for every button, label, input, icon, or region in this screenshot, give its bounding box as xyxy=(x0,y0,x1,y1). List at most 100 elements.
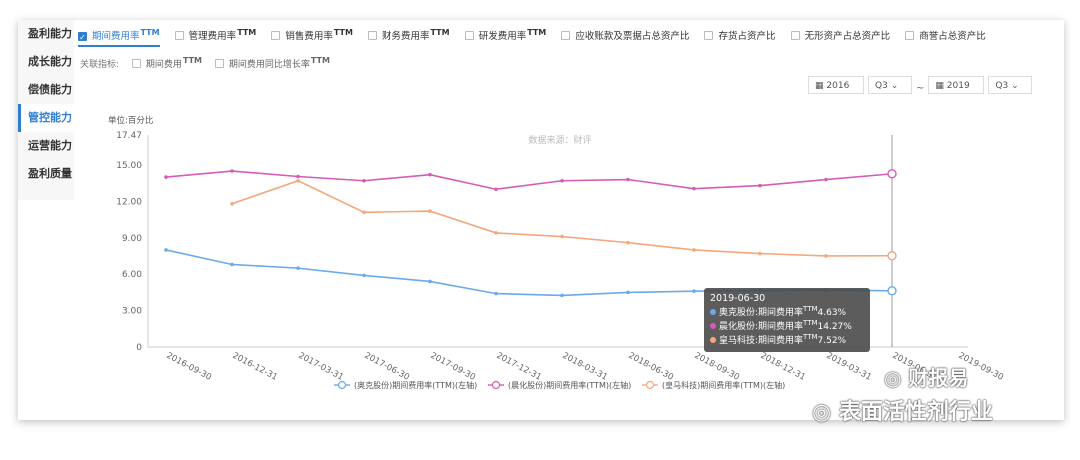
tab-inventory-ratio[interactable]: 存货占资产比 xyxy=(704,28,775,42)
data-point[interactable] xyxy=(296,178,300,183)
start-quarter-select[interactable]: Q3 ⌄ xyxy=(868,76,912,94)
checkbox-icon[interactable] xyxy=(561,31,571,40)
x-tick-label: 2017-03-31 xyxy=(297,351,345,383)
related-metrics: 关联指标: 期间费用TTM 期间费用同比增长率TTM xyxy=(80,56,330,70)
data-point[interactable] xyxy=(560,234,564,239)
start-quarter-value: Q3 xyxy=(875,81,888,91)
tooltip-marker xyxy=(710,323,716,329)
tab-receivables-ratio[interactable]: 应收账款及票据占总资产比 xyxy=(561,28,689,42)
start-year-select[interactable]: ▦ 2016 xyxy=(808,76,864,94)
calendar-icon: ▦ xyxy=(815,81,824,91)
legend-label: (皇马科技)期间费用率(TTM)(左轴) xyxy=(662,380,785,390)
data-point[interactable] xyxy=(362,273,366,278)
tab-period-expense-ratio[interactable]: ✓ 期间费用率TTM xyxy=(78,28,160,47)
data-point[interactable] xyxy=(626,177,630,182)
data-point[interactable] xyxy=(230,169,234,173)
sidebar-item-profitability[interactable]: 盈利能力 xyxy=(28,27,72,40)
tab-sales-expense-ratio[interactable]: 销售费用率TTM xyxy=(271,28,353,42)
data-point[interactable] xyxy=(758,183,762,188)
checkbox-checked-icon[interactable]: ✓ xyxy=(78,32,87,42)
sidebar: 盈利能力 成长能力 偿债能力 管控能力 运营能力 盈利质量 xyxy=(18,20,74,200)
data-point[interactable] xyxy=(560,293,564,298)
date-range-selectors: ▦ 2016 Q3 ⌄ ~ ▦ 2019 Q3 ⌄ xyxy=(808,76,1036,98)
wechat-icon: ◎ xyxy=(812,400,832,425)
tab-admin-expense-ratio[interactable]: 管理费用率TTM xyxy=(174,28,256,42)
data-point[interactable] xyxy=(164,175,168,179)
checkbox-icon[interactable] xyxy=(704,31,714,40)
tab-goodwill-ratio[interactable]: 商誉占总资产比 xyxy=(905,28,986,42)
legend-marker xyxy=(337,380,347,390)
tab-intangible-ratio[interactable]: 无形资产占总资产比 xyxy=(790,28,890,42)
data-point[interactable] xyxy=(428,209,432,213)
data-point-highlight[interactable] xyxy=(887,286,897,296)
y-tick-label: 17.47 xyxy=(116,131,142,141)
data-point[interactable] xyxy=(824,177,828,182)
line-chart[interactable]: 单位:百分比 数据来源：财评 0 3.00 6.00 9.00 12.00 15.00 17… xyxy=(18,20,1064,420)
tab-label: 商誉占总资产比 xyxy=(919,31,986,42)
data-point[interactable] xyxy=(560,178,564,183)
watermark-line2: 表面活性剂行业 xyxy=(838,400,993,425)
data-point[interactable] xyxy=(692,289,696,293)
data-point[interactable] xyxy=(296,266,300,270)
checkbox-icon[interactable] xyxy=(271,31,281,40)
data-point[interactable] xyxy=(428,279,432,284)
data-point[interactable] xyxy=(230,202,234,206)
y-tick-label: 3.00 xyxy=(122,307,142,317)
x-tick-label: 2016-12-31 xyxy=(231,351,279,383)
legend-item[interactable]: (皇马科技)期间费用率(TTM)(左轴) xyxy=(642,380,785,390)
checkbox-icon[interactable] xyxy=(464,31,474,40)
data-point[interactable] xyxy=(626,290,630,295)
legend-label: (奥克股份)期间费用率(TTM)(左轴) xyxy=(354,380,477,390)
sidebar-item-profit-quality[interactable]: 盈利质量 xyxy=(28,167,72,180)
data-point[interactable] xyxy=(230,262,234,267)
checkbox-icon[interactable] xyxy=(905,31,915,40)
series-1 xyxy=(164,169,897,192)
sidebar-item-solvency[interactable]: 偿债能力 xyxy=(28,83,72,96)
data-point[interactable] xyxy=(692,248,696,252)
data-point[interactable] xyxy=(164,248,168,252)
data-point[interactable] xyxy=(494,187,498,192)
data-point[interactable] xyxy=(296,174,300,179)
series-2 xyxy=(230,178,897,261)
checkbox-icon[interactable] xyxy=(174,31,184,40)
source-label: 数据来源：财评 xyxy=(528,134,591,146)
tab-finance-expense-ratio[interactable]: 财务费用率TTM xyxy=(368,28,450,42)
tooltip-box xyxy=(704,288,870,352)
data-point[interactable] xyxy=(494,291,498,296)
related-label: 关联指标: xyxy=(80,60,120,70)
tab-sup: TTM xyxy=(140,28,160,37)
data-point[interactable] xyxy=(824,254,828,258)
tab-label: 期间费用率 xyxy=(92,31,140,42)
tab-label: 销售费用率 xyxy=(285,31,333,42)
sidebar-item-operation[interactable]: 运营能力 xyxy=(28,139,72,152)
data-point[interactable] xyxy=(758,251,762,256)
legend-item[interactable]: (晨化股份)期间费用率(TTM)(左轴) xyxy=(488,380,631,390)
related-option-expense-growth[interactable]: 期间费用同比增长率TTM xyxy=(214,56,330,70)
data-point[interactable] xyxy=(626,240,630,245)
sidebar-item-growth[interactable]: 成长能力 xyxy=(28,55,72,68)
y-tick-label: 6.00 xyxy=(122,270,142,280)
checkbox-icon[interactable] xyxy=(790,31,800,40)
sidebar-item-control[interactable]: 管控能力 xyxy=(18,104,74,132)
end-quarter-select[interactable]: Q3 ⌄ xyxy=(988,76,1033,94)
x-tick-label: 2018-12-31 xyxy=(759,351,807,383)
calendar-icon: ▦ xyxy=(935,81,944,91)
data-point[interactable] xyxy=(362,210,366,215)
related-option-period-expense[interactable]: 期间费用TTM xyxy=(131,56,202,70)
data-point[interactable] xyxy=(692,186,696,191)
legend-item[interactable]: (奥克股份)期间费用率(TTM)(左轴) xyxy=(334,380,477,390)
data-point[interactable] xyxy=(362,178,366,183)
checkbox-icon[interactable] xyxy=(214,59,224,68)
tab-rd-expense-ratio[interactable]: 研发费用率TTM xyxy=(464,28,546,42)
analysis-panel: 盈利能力 成长能力 偿债能力 管控能力 运营能力 盈利质量 ✓ 期间费用率TTM … xyxy=(18,20,1064,420)
legend-marker xyxy=(491,380,501,390)
end-year-select[interactable]: ▦ 2019 xyxy=(928,76,985,94)
data-point[interactable] xyxy=(494,231,498,235)
data-point-highlight[interactable] xyxy=(887,169,897,179)
checkbox-icon[interactable] xyxy=(131,59,141,68)
data-point[interactable] xyxy=(428,172,432,177)
data-point-highlight[interactable] xyxy=(887,251,897,261)
x-tick-label: 2017-06-30 xyxy=(363,351,411,383)
y-tick-label: 0 xyxy=(136,343,142,353)
checkbox-icon[interactable] xyxy=(368,31,378,40)
